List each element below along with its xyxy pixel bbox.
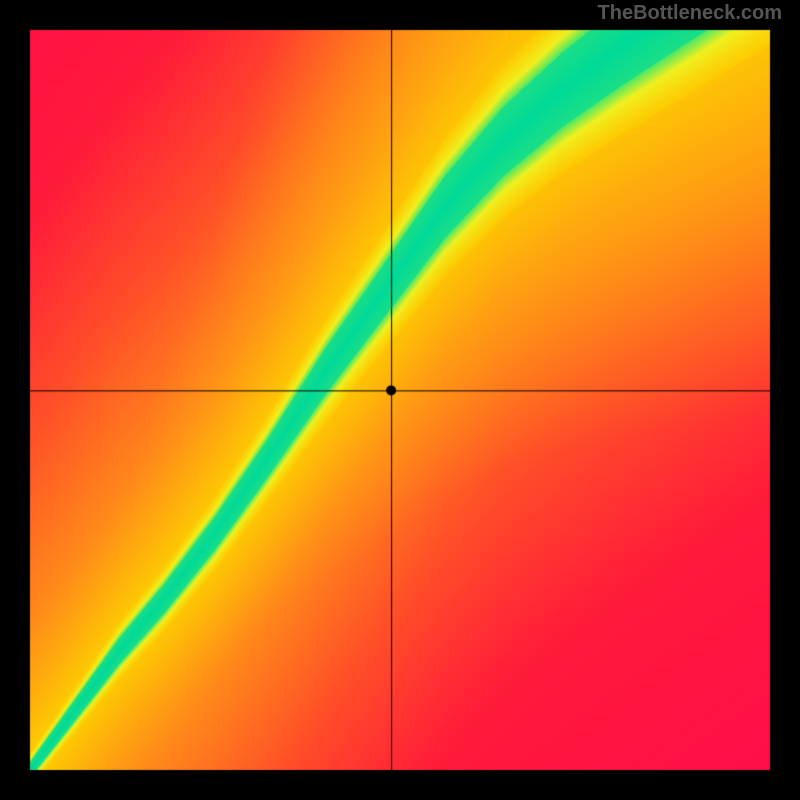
heatmap-canvas <box>0 0 800 800</box>
chart-container: TheBottleneck.com <box>0 0 800 800</box>
attribution-label: TheBottleneck.com <box>598 2 782 25</box>
